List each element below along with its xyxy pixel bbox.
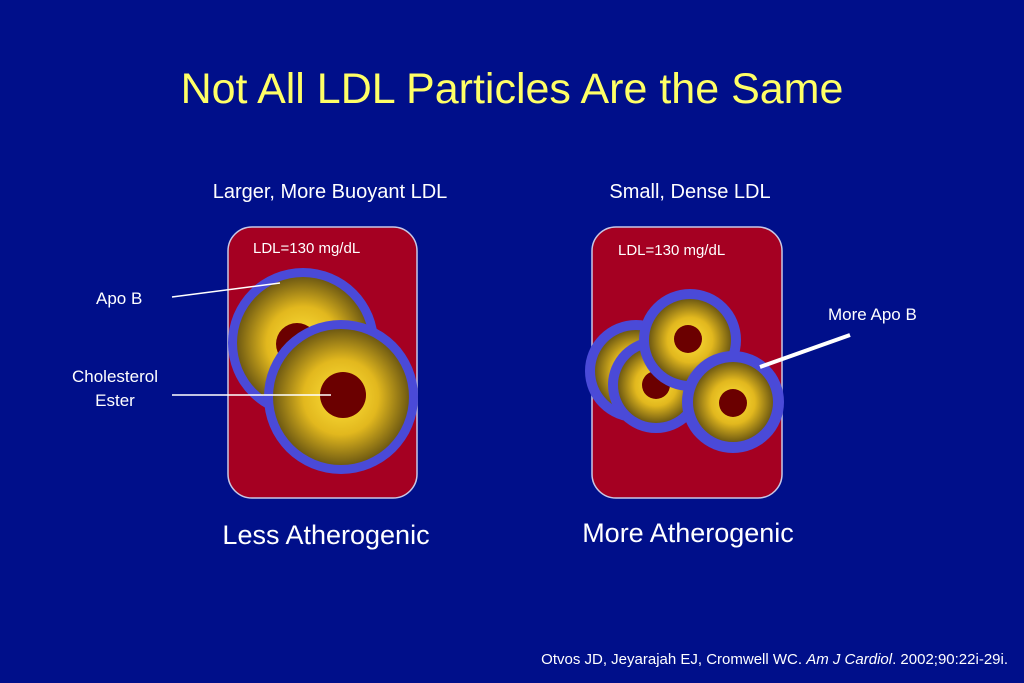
apo-b-label: Apo B — [96, 289, 143, 308]
right-ldl-label: LDL=130 mg/dL — [618, 242, 726, 259]
citation-authors: Otvos JD, Jeyarajah EJ, Cromwell WC. — [541, 651, 803, 668]
left-ldl-label: LDL=130 mg/dL — [253, 240, 361, 257]
citation: Otvos JD, Jeyarajah EJ, Cromwell WC. Am … — [541, 650, 1008, 670]
cholesterol-ester-label-line1: Cholesterol — [72, 367, 158, 386]
right-panel-heading: Small, Dense LDL — [609, 181, 771, 203]
citation-details: . 2002;90:22i-29i. — [892, 651, 1008, 668]
left-panel-heading: Larger, More Buoyant LDL — [212, 181, 448, 203]
large-ldl-particle-front — [264, 320, 418, 474]
small-ldl-particle-4 — [682, 351, 784, 453]
left-panel-caption: Less Atherogenic — [222, 520, 430, 550]
more-apo-b-label: More Apo B — [828, 305, 917, 324]
cholesterol-ester-label: Cholesterol Ester — [52, 365, 178, 413]
apo-b-pointer-line — [171, 282, 281, 298]
right-panel-caption: More Atherogenic — [582, 518, 794, 548]
citation-journal: Am J Cardiol — [806, 651, 893, 668]
more-apo-b-pointer-line — [759, 333, 851, 369]
cholesterol-ester-label-line2: Ester — [95, 391, 135, 410]
slide-title: Not All LDL Particles Are the Same — [180, 64, 844, 113]
